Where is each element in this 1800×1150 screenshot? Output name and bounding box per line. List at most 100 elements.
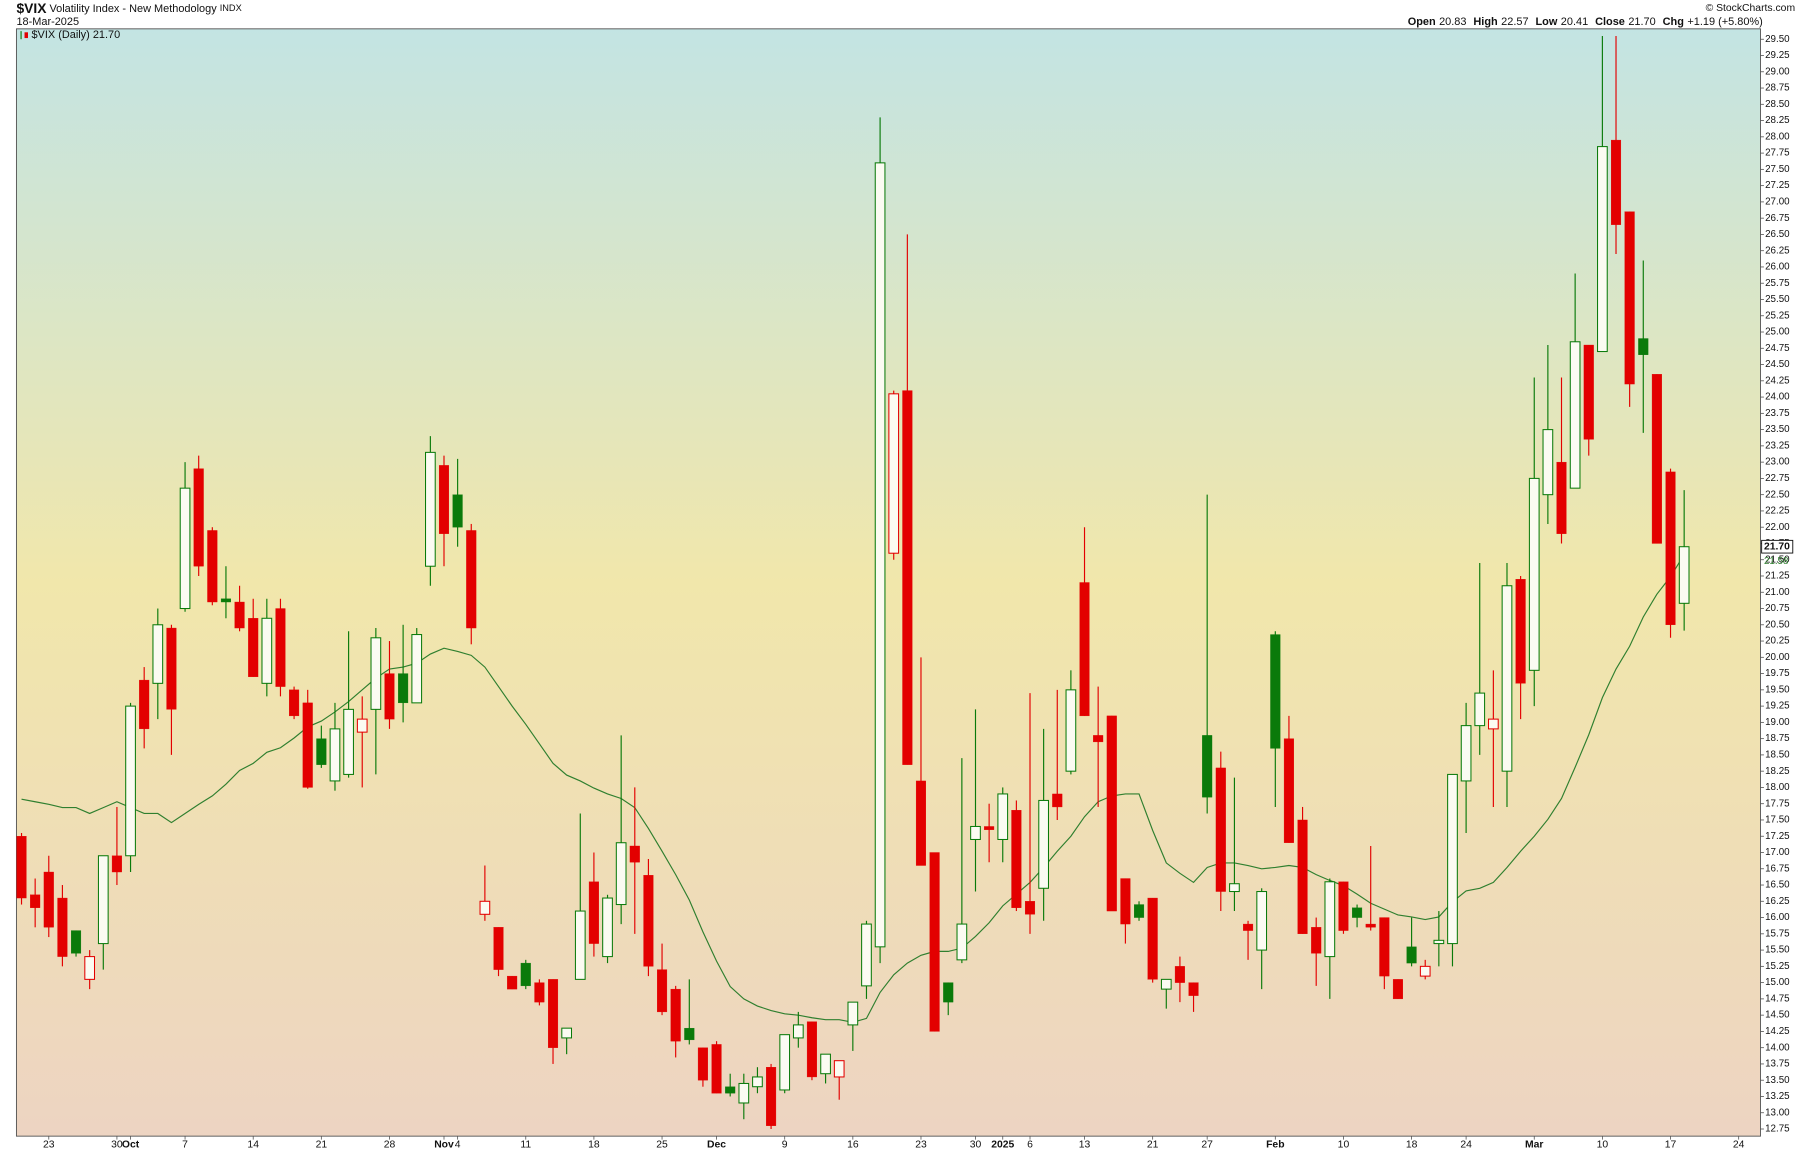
candle-body: [984, 826, 995, 830]
quote-label: Low: [1535, 16, 1557, 28]
x-tick-label: 24: [1733, 1140, 1745, 1150]
y-tick-label: 15.75: [1765, 928, 1790, 939]
candle-body: [588, 881, 599, 944]
candle-body: [1460, 725, 1472, 782]
quote-label: Open: [1408, 16, 1436, 28]
candle-body: [1433, 939, 1445, 945]
y-tick-label: 14.00: [1765, 1042, 1790, 1053]
y-tick-label: 27.00: [1765, 196, 1790, 207]
y-tick-label: 16.00: [1765, 912, 1790, 923]
last-close-label: 21.70: [1764, 541, 1790, 552]
candle-body: [43, 871, 54, 928]
x-tick-label: Dec: [707, 1140, 726, 1150]
candle-body: [234, 601, 245, 629]
x-tick-label: 30: [970, 1140, 982, 1150]
y-tick-label: 16.75: [1765, 863, 1790, 874]
y-tick-label: 20.25: [1765, 636, 1790, 647]
x-tick-label: 11: [520, 1140, 531, 1150]
candle-body: [1052, 793, 1063, 808]
y-tick-label: 17.25: [1765, 831, 1790, 842]
y-tick-label: 17.50: [1765, 815, 1790, 826]
candle-body: [479, 900, 491, 915]
y-tick-label: 14.75: [1765, 993, 1790, 1004]
y-tick-label: 22.00: [1765, 522, 1790, 533]
y-tick-label: 20.00: [1765, 652, 1790, 663]
candle-body: [1229, 883, 1240, 893]
y-tick-label: 19.00: [1765, 717, 1790, 728]
quote-value: 20.83: [1439, 16, 1466, 28]
candle-body: [833, 1060, 845, 1078]
y-tick-label: 14.50: [1765, 1010, 1790, 1021]
candle-body: [398, 673, 409, 704]
candle-body: [847, 1001, 859, 1026]
candle-body: [1624, 211, 1635, 385]
y-tick-label: 23.25: [1765, 440, 1790, 451]
candle-body: [425, 451, 436, 567]
x-tick-label: 23: [43, 1140, 55, 1150]
candle-body: [370, 637, 382, 710]
candle-body: [1243, 923, 1254, 931]
candle-body: [1651, 374, 1662, 544]
y-tick-label: 27.25: [1765, 180, 1790, 191]
candle-body: [1160, 978, 1172, 990]
candle-body: [1215, 767, 1226, 892]
y-tick-label: 26.25: [1765, 245, 1790, 256]
candle-body: [1447, 773, 1458, 945]
candle-body: [493, 927, 504, 970]
y-tick-label: 28.75: [1765, 83, 1790, 94]
x-tick-label: 6: [1027, 1140, 1033, 1150]
y-tick-label: 22.25: [1765, 506, 1790, 517]
legend-series: $VIX (Daily): [31, 29, 89, 41]
candle-body: [1174, 966, 1185, 983]
y-tick-label: 24.25: [1765, 375, 1790, 386]
x-tick-label: 21: [316, 1140, 328, 1150]
y-tick-label: 15.50: [1765, 945, 1790, 956]
candle-body: [356, 718, 368, 733]
y-tick-label: 16.50: [1765, 880, 1790, 891]
candle-body: [1065, 689, 1077, 772]
candle-body: [466, 530, 477, 629]
y-tick-label: 22.75: [1765, 473, 1790, 484]
x-tick-label: 10: [1597, 1140, 1609, 1150]
candle-body: [111, 855, 122, 873]
candle-body: [657, 969, 668, 1013]
candle-body: [139, 679, 150, 730]
y-tick-label: 15.00: [1765, 977, 1790, 988]
y-tick-label: 22.50: [1765, 489, 1790, 500]
y-tick-label: 21.50: [1765, 554, 1790, 565]
candle-body: [1528, 477, 1540, 671]
y-tick-label: 18.25: [1765, 766, 1790, 777]
x-tick-label: 7: [182, 1140, 188, 1150]
y-tick-label: 25.75: [1765, 278, 1790, 289]
candle-body: [766, 1067, 777, 1126]
candle-body: [1270, 634, 1281, 749]
y-tick-label: 24.00: [1765, 392, 1790, 403]
legend-value: 21.70: [93, 29, 120, 41]
candle-body: [861, 923, 872, 987]
candle-body: [261, 617, 273, 684]
candle-body: [438, 465, 450, 534]
x-tick-label: 13: [1079, 1140, 1091, 1150]
candle-body: [806, 1021, 817, 1078]
y-tick-label: 28.25: [1765, 115, 1790, 126]
candle-body: [684, 1027, 695, 1041]
candle-body: [1556, 461, 1567, 534]
quote: Open 20.83 High 22.57 Low 20.41 Close 21.70 Chg +…: [1408, 16, 1763, 28]
candle-body: [1515, 579, 1526, 684]
y-tick-label: 15.25: [1765, 961, 1790, 972]
legend-icon: [24, 32, 28, 39]
y-tick-label: 24.50: [1765, 359, 1790, 370]
y-tick-label: 25.50: [1765, 294, 1790, 305]
candle-body: [1487, 718, 1499, 730]
x-tick-label: 18: [1406, 1140, 1418, 1150]
x-tick-label: 28: [384, 1140, 396, 1150]
candle-body: [697, 1047, 708, 1081]
y-tick-label: 23.75: [1765, 408, 1790, 419]
candle-body: [1256, 891, 1268, 951]
y-tick-label: 25.00: [1765, 327, 1790, 338]
candle-body: [915, 780, 926, 866]
symbol: $VIX: [16, 0, 47, 16]
candle-body: [1638, 338, 1649, 355]
last-ma-label: 21.58: [1764, 556, 1789, 567]
